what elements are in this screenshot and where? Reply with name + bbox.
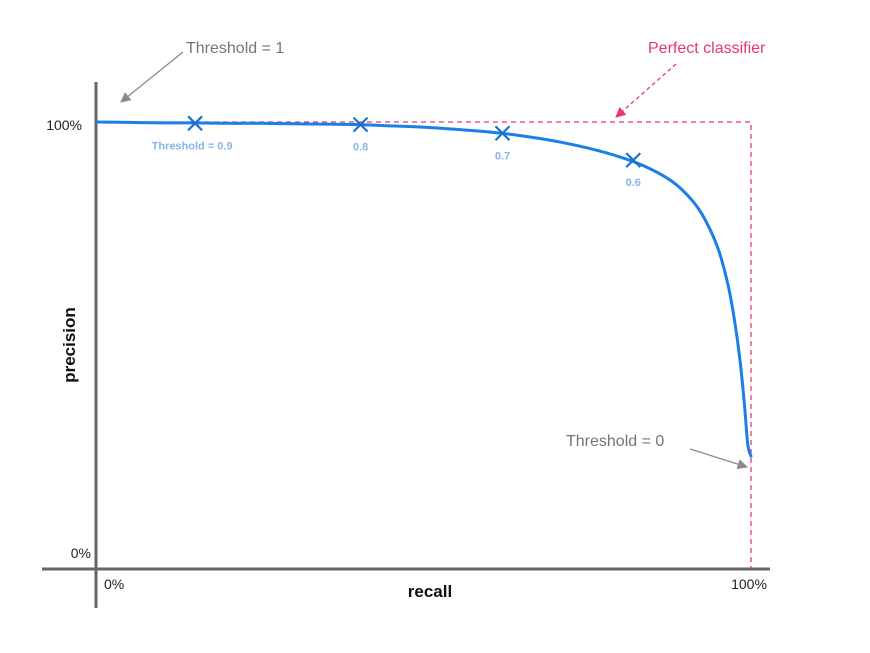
marker-stroke xyxy=(187,115,203,132)
threshold-point-marker xyxy=(352,116,369,133)
threshold-point-label: 0.8 xyxy=(353,142,368,154)
x-tick-100: 100% xyxy=(731,576,767,592)
marker-stroke xyxy=(352,116,369,133)
threshold-1-annotation: Threshold = 1 xyxy=(186,40,284,57)
threshold-point-marker xyxy=(625,152,642,168)
threshold-point-label: Threshold = 0.9 xyxy=(152,140,233,152)
threshold-point-marker xyxy=(187,115,203,132)
threshold-points: Threshold = 0.9 0.8 0.7 0.6 xyxy=(152,115,642,189)
x-tick-0: 0% xyxy=(104,576,124,592)
perfect-classifier-line xyxy=(97,121,752,568)
threshold-point-marker xyxy=(494,125,511,142)
marker-stroke xyxy=(494,125,511,142)
marker-stroke xyxy=(625,152,642,168)
threshold-1-arrow xyxy=(120,51,184,103)
threshold-0-annotation: Threshold = 0 xyxy=(566,433,664,450)
y-tick-100: 100% xyxy=(46,117,82,133)
threshold-0-arrow xyxy=(689,448,748,470)
y-tick-0: 0% xyxy=(71,545,91,561)
precision-recall-curve xyxy=(95,120,753,458)
x-axis-title: recall xyxy=(408,582,452,601)
threshold-point-label: 0.7 xyxy=(495,150,510,162)
perfect-classifier-label: Perfect classifier xyxy=(648,40,766,57)
perfect-classifier-arrow xyxy=(615,63,677,118)
y-axis-title: precision xyxy=(60,307,79,383)
threshold-point-label: 0.6 xyxy=(626,177,641,189)
